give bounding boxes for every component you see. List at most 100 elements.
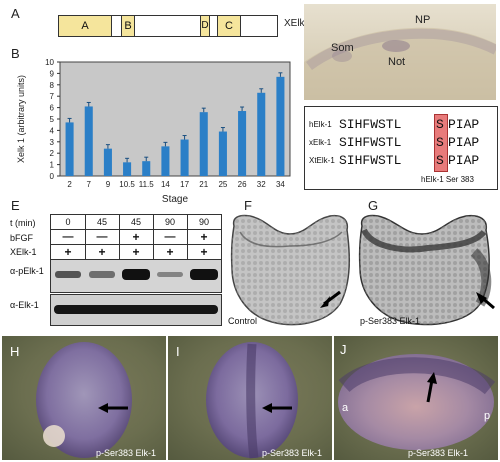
seq-row-2: xElk-1 SIHFWSTL S PIAP xyxy=(309,135,499,151)
seq-pre: SIHFWSTL xyxy=(339,117,402,132)
x-tick-label: 34 xyxy=(276,180,285,189)
y-tick-label: 0 xyxy=(50,172,55,181)
x-axis-label: Stage xyxy=(162,194,189,205)
domain-c: C xyxy=(217,16,241,36)
label-anterior: a xyxy=(342,402,349,414)
x-tick-label: 21 xyxy=(199,180,208,189)
embryo-whole-mount-i: I p-Ser383 Elk-1 xyxy=(168,336,332,460)
seq-post: PIAP xyxy=(448,117,480,132)
seq-site: S xyxy=(436,135,444,150)
y-tick-label: 4 xyxy=(50,126,55,135)
embryo-whole-mount-h: H p-Ser383 Elk-1 xyxy=(2,336,166,460)
x-tick-label: 11.5 xyxy=(139,180,155,189)
label-posterior: p xyxy=(484,410,491,422)
bfgf-1: — xyxy=(62,231,74,243)
x-tick-label: 14 xyxy=(161,180,170,189)
label-np: NP xyxy=(415,14,431,26)
y-tick-label: 5 xyxy=(50,115,55,124)
domain-a: A xyxy=(59,16,112,36)
caption-pser383-g: p-Ser383 Elk-1 xyxy=(360,316,421,326)
bar xyxy=(65,122,74,176)
y-tick-label: 7 xyxy=(50,92,55,101)
time-2: 45 xyxy=(96,217,107,227)
label-som: Som xyxy=(331,42,354,54)
xelk-label: XElk-1 xyxy=(10,247,37,257)
bar xyxy=(123,162,132,176)
band xyxy=(54,305,218,314)
section-photo-c: NP Som Not xyxy=(304,4,496,100)
xelk-5: + xyxy=(200,245,208,259)
time-4: 90 xyxy=(164,217,175,227)
caption-control: Control xyxy=(228,316,258,326)
blot-elk1 xyxy=(50,294,222,326)
band xyxy=(55,271,81,278)
seq-pre: SIHFWSTL xyxy=(339,135,402,150)
caption-pser383-j: p-Ser383 Elk-1 xyxy=(408,448,469,458)
bfgf-label: bFGF xyxy=(10,233,34,243)
bar xyxy=(257,92,266,176)
embryo-whole-mount-j: J a p p-Ser383 Elk-1 xyxy=(334,336,498,460)
bfgf-2: — xyxy=(96,231,108,243)
bar xyxy=(142,161,151,176)
label-not: Not xyxy=(388,56,406,68)
bar xyxy=(84,106,93,176)
seq-row-3: XtElk-1 SIHFWSTL S PIAP xyxy=(309,153,499,169)
x-tick-label: 7 xyxy=(87,180,92,189)
bar xyxy=(180,139,189,176)
xelk-3: + xyxy=(132,245,140,259)
y-tick-label: 9 xyxy=(50,69,55,78)
domain-b-label: B xyxy=(124,20,132,32)
bfgf-3: + xyxy=(132,230,140,244)
embryo-section-control: Control xyxy=(228,212,353,330)
time-5: 90 xyxy=(198,217,209,227)
xelk-2: + xyxy=(98,245,106,259)
band xyxy=(190,269,218,280)
time-3: 45 xyxy=(130,217,141,227)
bar xyxy=(199,112,208,176)
x-tick-label: 10.5 xyxy=(119,180,135,189)
seq-species: XtElk-1 xyxy=(309,156,335,165)
domain-a-label: A xyxy=(81,20,89,32)
blot-pelk1 xyxy=(50,259,222,293)
header-grid: 0 45 45 90 90 — — + — + + + + + + xyxy=(50,214,222,260)
panel-label-f: F xyxy=(244,198,252,213)
band xyxy=(157,272,183,277)
seq-post: PIAP xyxy=(448,153,480,168)
bar xyxy=(103,148,112,176)
caption-pser383-i: p-Ser383 Elk-1 xyxy=(262,448,323,458)
panel-label-b: B xyxy=(11,46,20,61)
band xyxy=(89,271,115,278)
x-tick-label: 17 xyxy=(180,180,189,189)
xelk-1: + xyxy=(64,245,72,259)
y-tick-label: 3 xyxy=(50,138,55,147)
panel-label-a: A xyxy=(11,6,20,21)
bar xyxy=(238,111,247,176)
domain-d: D xyxy=(200,16,210,36)
y-tick-label: 1 xyxy=(50,161,55,170)
bar xyxy=(218,131,227,176)
seq-post: PIAP xyxy=(448,135,480,150)
plot-area xyxy=(59,61,291,177)
domain-c-label: C xyxy=(225,20,233,32)
bfgf-4: — xyxy=(164,231,176,243)
seq-species: xElk-1 xyxy=(309,138,332,147)
bfgf-5: + xyxy=(200,230,208,244)
embryo-section-pser383: p-Ser383 Elk-1 xyxy=(356,212,498,330)
panel-label-e: E xyxy=(11,198,20,213)
y-tick-label: 8 xyxy=(50,81,55,90)
panel-label-h: H xyxy=(10,344,20,359)
seq-caption: hElk-1 Ser 383 xyxy=(421,175,474,184)
x-tick-label: 2 xyxy=(67,180,72,189)
x-tick-label: 26 xyxy=(238,180,247,189)
bar xyxy=(161,146,170,176)
panel-label-g: G xyxy=(368,198,379,213)
band xyxy=(122,269,150,280)
panel-label-j: J xyxy=(340,342,347,357)
x-tick-label: 25 xyxy=(218,180,227,189)
x-tick-label: 32 xyxy=(257,180,266,189)
seq-pre: SIHFWSTL xyxy=(339,153,402,168)
panel-label-i: I xyxy=(176,344,180,359)
caption-pser383-h: p-Ser383 Elk-1 xyxy=(96,448,157,458)
y-tick-label: 10 xyxy=(45,58,54,67)
